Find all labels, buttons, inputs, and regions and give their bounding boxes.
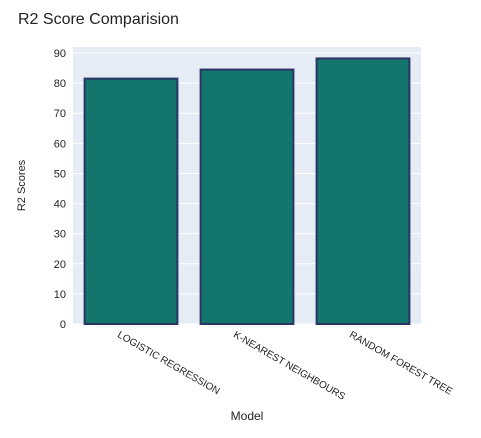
y-tick-label: 60 [54, 138, 66, 150]
y-tick-label: 70 [54, 108, 66, 120]
y-tick-label: 50 [54, 168, 66, 180]
x-axis-title: Model [231, 409, 264, 423]
y-tick-label: 40 [54, 199, 66, 211]
chart-title: R2 Score Comparision [18, 11, 179, 28]
y-tick-label: 0 [60, 319, 66, 331]
bar-1 [83, 77, 179, 325]
x-tick-label: K-NEAREST NEIGHBOURS [231, 330, 347, 403]
y-tick-label: 20 [54, 259, 66, 271]
x-tick-label: RANDOM FOREST TREE [347, 330, 454, 398]
bar-3 [315, 57, 411, 325]
bars [83, 57, 411, 325]
x-tick-label: LOGISTIC REGRESSION [115, 330, 221, 398]
y-axis-title: R2 Scores [16, 159, 28, 211]
y-tick-label: 30 [54, 229, 66, 241]
y-tick-label: 80 [54, 78, 66, 90]
bar-2 [199, 68, 295, 325]
y-tick-label: 90 [54, 48, 66, 60]
y-axis-ticks: 0 10 20 30 40 50 60 70 80 90 [54, 48, 66, 331]
x-axis-ticks: LOGISTIC REGRESSION K-NEAREST NEIGHBOURS R… [115, 330, 454, 403]
y-tick-label: 10 [54, 289, 66, 301]
